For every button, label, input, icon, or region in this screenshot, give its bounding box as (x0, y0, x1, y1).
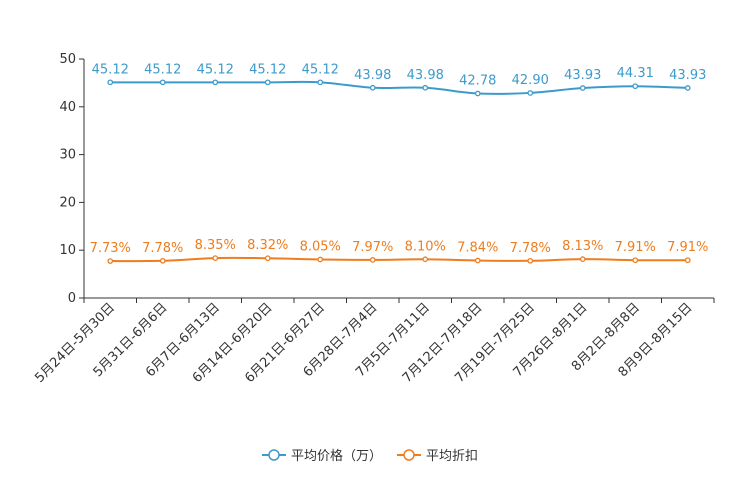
data-label: 8.13% (562, 239, 603, 254)
data-point[interactable] (527, 90, 534, 96)
data-label: 45.12 (249, 62, 286, 77)
data-point[interactable] (684, 257, 691, 264)
data-label: 42.78 (459, 74, 496, 89)
data-point[interactable] (159, 257, 166, 264)
data-label: 7.73% (90, 241, 131, 256)
legend-marker-icon (268, 449, 280, 461)
series-line-1 (110, 80, 688, 95)
data-point[interactable] (369, 84, 376, 91)
data-label: 8.10% (405, 239, 446, 254)
data-point[interactable] (527, 257, 534, 264)
legend-item-1[interactable]: 平均价格（万） (262, 448, 382, 464)
data-label: 8.05% (300, 240, 341, 255)
data-point[interactable] (264, 255, 271, 262)
data-point[interactable] (632, 257, 639, 264)
data-label: 44.31 (617, 66, 654, 81)
data-point[interactable] (422, 84, 429, 91)
data-label: 7.78% (510, 241, 551, 256)
series-points (107, 79, 691, 264)
data-point[interactable] (212, 255, 219, 261)
data-label: 43.93 (564, 68, 601, 83)
data-point[interactable] (107, 258, 114, 264)
data-point[interactable] (684, 85, 691, 91)
data-point[interactable] (212, 79, 219, 86)
legend-item-2[interactable]: 平均折扣 (397, 449, 478, 464)
data-label: 43.93 (669, 68, 706, 83)
data-label: 45.12 (144, 62, 181, 77)
data-labels: 45.12 45.12 45.12 45.12 45.12 43.98 43.98 42.78… (90, 62, 709, 256)
data-label: 45.12 (302, 62, 339, 77)
legend-label: 平均价格（万） (291, 448, 382, 464)
data-point[interactable] (474, 257, 481, 264)
data-label: 8.32% (247, 238, 288, 253)
data-label: 7.78% (142, 241, 183, 256)
data-label: 8.35% (195, 238, 236, 253)
data-label: 45.12 (92, 62, 129, 77)
data-label: 7.97% (352, 240, 393, 255)
y-tick-label: 50 (59, 52, 76, 67)
data-point[interactable] (264, 79, 271, 86)
y-tick-label: 30 (59, 148, 76, 163)
legend-label: 平均折扣 (426, 449, 478, 464)
data-point[interactable] (632, 83, 639, 90)
legend[interactable]: 平均价格（万） 平均折扣 (262, 448, 478, 464)
data-point[interactable] (579, 85, 586, 91)
y-tick-label: 40 (59, 100, 76, 115)
y-tick-label: 0 (68, 291, 76, 306)
data-label: 43.98 (407, 68, 444, 83)
y-tick-label: 10 (59, 243, 76, 258)
y-tick-label: 20 (59, 195, 76, 210)
data-point[interactable] (422, 256, 429, 263)
legend-marker-icon (403, 449, 415, 461)
data-label: 7.84% (457, 241, 498, 256)
series-line-2 (110, 256, 688, 263)
series-lines (110, 80, 688, 263)
data-point[interactable] (579, 256, 586, 262)
data-point[interactable] (369, 257, 376, 263)
data-point[interactable] (159, 79, 166, 86)
data-point[interactable] (474, 90, 481, 97)
data-label: 7.91% (667, 240, 708, 255)
data-point[interactable] (317, 79, 324, 86)
data-label: 43.98 (354, 68, 391, 83)
data-label: 45.12 (197, 62, 234, 77)
data-point[interactable] (107, 79, 114, 86)
data-label: 42.90 (512, 73, 549, 88)
data-point[interactable] (317, 256, 324, 263)
chart-axes: 010203040505月24日-5月30日5月31日-6月6日6月7日-6月1… (32, 52, 715, 386)
data-label: 7.91% (615, 240, 656, 255)
